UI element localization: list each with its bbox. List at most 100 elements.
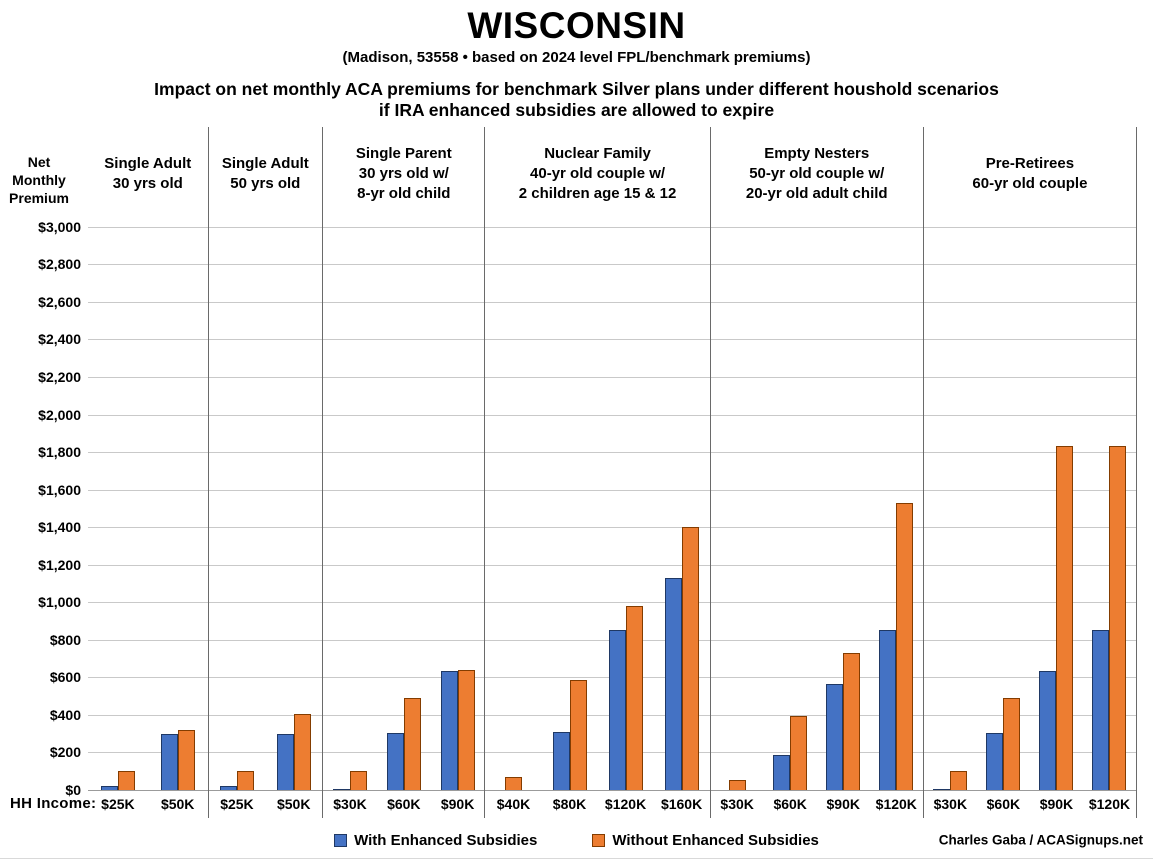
credit-attribution: Charles Gaba / ACASignups.net (938, 832, 1143, 848)
bar-without-subsidies (681, 527, 699, 790)
y-tick-label: $2,600 (38, 293, 81, 310)
scenario-income-labels: $30K $60K $90K (323, 790, 484, 818)
scenario-title-line: 50 yrs old (230, 174, 301, 192)
bar-without-subsidies (403, 697, 421, 790)
plot-area: Single Adult 30 yrs old $25K $50K Single Adu… (88, 126, 1137, 818)
income-label: $30K (333, 795, 367, 812)
category-cell (88, 227, 148, 790)
scenario-title: Pre-Retirees 60-yr old couple (924, 127, 1136, 227)
y-axis-tick-labels: $3,000 $2,800 $2,600 $2,400 $2,200 $2,000 $1,8… (0, 219, 88, 798)
y-tick-label: $1,600 (38, 481, 81, 498)
category-cell (431, 227, 485, 790)
bar-without-subsidies (569, 680, 587, 790)
bar-without-subsidies (1056, 446, 1074, 790)
y-tick-label: $1,200 (38, 556, 81, 573)
scenario-title: Single Parent 30 yrs old w/8-yr old child (323, 127, 484, 227)
chart-heading-line1: Impact on net monthly ACA premiums for b… (154, 78, 999, 99)
scenario-income-labels: $25K $50K (209, 790, 323, 818)
category-cell (711, 227, 764, 790)
category-cell (870, 227, 923, 790)
income-label: $80K (552, 795, 587, 812)
scenario-title-line: Single Adult (221, 155, 309, 173)
x-axis-prefix-label: HH Income: (10, 795, 97, 813)
gridline (88, 414, 1137, 416)
bar-with-subsidies (879, 630, 897, 790)
income-label: $120K (1088, 795, 1131, 812)
income-label: $120K (604, 795, 647, 812)
category-cell (924, 227, 977, 790)
bar-with-subsidies (1039, 670, 1057, 790)
page: WISCONSIN (Madison, 53558 • based on 202… (0, 5, 1153, 859)
income-label: $90K (826, 795, 860, 812)
category-cell (1030, 227, 1083, 790)
y-tick-label: $2,400 (38, 331, 81, 348)
category-cell (377, 227, 431, 790)
category-cell (764, 227, 817, 790)
scenario-title: Empty Nesters 50-yr old couple w/20-yr ol… (711, 127, 923, 227)
y-tick-label: $1,000 (38, 594, 81, 611)
scenario-title: Nuclear Family 40-yr old couple w/2 child… (485, 127, 709, 227)
y-tick-label: $0 (65, 781, 81, 798)
scenario-title-line: 40-yr old couple w/ (530, 164, 666, 182)
y-tick-label: $600 (49, 669, 81, 686)
page-subtitle: (Madison, 53558 • based on 2024 level FP… (342, 48, 811, 66)
scenario-title-line: 8-yr old child (357, 184, 451, 202)
gridline (88, 301, 1137, 303)
income-label: $30K (720, 795, 754, 812)
income-label: $40K (496, 795, 531, 812)
chart-heading-line2: if IRA enhanced subsidies are allowed to… (378, 99, 775, 120)
y-axis-title: Net Monthly Premium (9, 153, 69, 207)
bar-with-subsidies (664, 577, 682, 790)
bar-with-subsidies (986, 732, 1004, 790)
category-cell (542, 227, 598, 790)
scenario-income-labels: $25K $50K (88, 790, 208, 818)
scenario-panel: Empty Nesters 50-yr old couple w/20-yr ol… (711, 126, 924, 818)
bar-without-subsidies (728, 780, 746, 790)
category-cell (598, 227, 654, 790)
scenario-panel: Single Adult 30 yrs old $25K $50K (88, 126, 209, 818)
scenario-plot (88, 227, 208, 790)
bar-with-subsidies (552, 731, 570, 790)
bar-without-subsidies (843, 652, 861, 790)
legend-label-without-subsidies: Without Enhanced Subsidies (612, 831, 819, 849)
scenario-title-line: Pre-Retirees (985, 155, 1075, 173)
chart-heading: Impact on net monthly ACA premiums for b… (0, 79, 1153, 121)
scenario-income-labels: $30K $60K $90K $120K (924, 790, 1136, 818)
bar-without-subsidies (790, 715, 808, 790)
panels: Single Adult 30 yrs old $25K $50K Single Adu… (88, 126, 1137, 818)
bar-without-subsidies (1003, 697, 1021, 790)
legend-swatch-orange-icon (592, 833, 606, 847)
bar-with-subsidies (386, 732, 404, 790)
bar-with-subsidies (826, 683, 844, 790)
page-title: WISCONSIN (467, 5, 686, 46)
scenario-plot (209, 227, 323, 790)
gridline (88, 602, 1137, 604)
bar-without-subsidies (1109, 446, 1127, 790)
scenario-panel: Single Parent 30 yrs old w/8-yr old child… (323, 126, 486, 818)
legend-item-with-subsidies: With Enhanced Subsidies (334, 832, 537, 849)
gridline (88, 527, 1137, 529)
bar-without-subsidies (950, 771, 968, 790)
income-label: $120K (875, 795, 917, 812)
category-cell (209, 227, 266, 790)
income-label: $50K (276, 795, 311, 812)
bar-without-subsidies (505, 776, 522, 790)
scenario-plot (485, 227, 709, 790)
scenario-title-line: Empty Nesters (764, 145, 870, 163)
y-tick-label: $1,800 (38, 444, 81, 461)
bar-without-subsidies (457, 669, 475, 790)
income-label: $60K (387, 795, 421, 812)
legend: With Enhanced Subsidies Without Enhanced… (334, 832, 819, 849)
scenario-panel: Nuclear Family 40-yr old couple w/2 child… (485, 126, 711, 818)
bar-with-subsidies (276, 734, 294, 790)
scenario-title-line: 30 yrs old (112, 174, 183, 192)
y-tick-label: $400 (49, 706, 81, 723)
category-cell (654, 227, 710, 790)
scenario-title-line: Single Parent (355, 145, 452, 163)
income-label: $60K (986, 795, 1021, 812)
gridline (88, 226, 1137, 228)
category-cell (148, 227, 208, 790)
scenario-title-line: 30 yrs old w/ (358, 164, 449, 182)
scenario-income-labels: $40K $80K $120K $160K (485, 790, 709, 818)
y-tick-label: $2,000 (38, 406, 81, 423)
